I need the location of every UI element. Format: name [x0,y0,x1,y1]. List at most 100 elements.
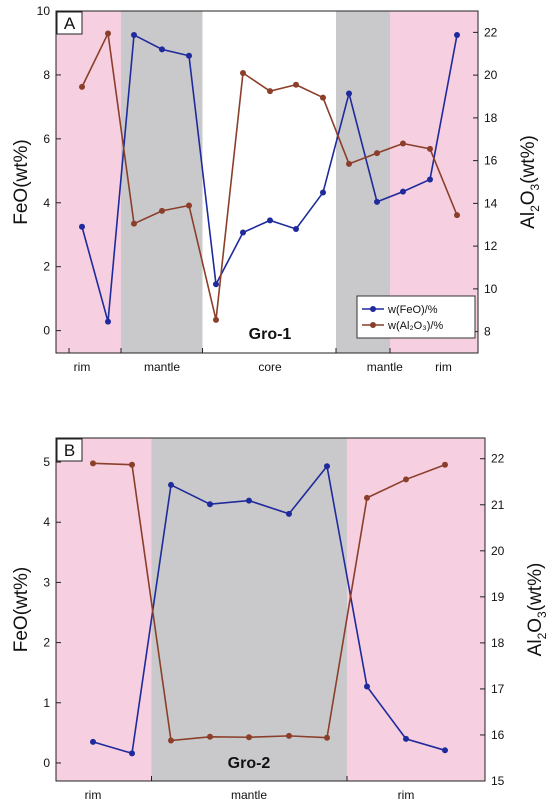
data-point-al2o3 [186,202,192,209]
data-point-al2o3 [267,88,273,95]
left-tick-label: 0 [43,324,50,338]
data-point-feo [129,750,135,757]
zone-label-rim: rim [435,360,452,374]
right-axis-title-part: O [525,618,546,633]
right-axis-title-part: 2 [535,632,549,639]
data-point-al2o3 [324,734,330,741]
data-point-feo [105,318,111,325]
data-point-al2o3 [454,212,460,219]
right-axis-title-part: Al [525,639,546,656]
plot-frame [55,437,486,782]
data-point-al2o3 [105,30,111,37]
data-point-feo [131,31,137,38]
data-point-feo [159,46,165,53]
data-point-feo [400,188,406,195]
data-point-feo [374,198,380,205]
data-point-feo [213,281,219,288]
zone-label-mantle: mantle [367,360,403,374]
data-point-al2o3 [403,476,409,483]
left-tick-label: 8 [43,68,50,82]
data-point-al2o3 [346,160,352,167]
data-point-feo [364,683,370,690]
data-point-al2o3 [400,140,406,147]
right-axis-title-part: (wt%) [525,563,546,612]
data-point-feo [293,225,299,232]
sample-name: Gro-1 [249,326,292,343]
right-tick-label: 16 [491,728,505,742]
panel-letter-box [56,438,83,462]
left-tick-label: 2 [43,260,50,274]
right-tick-label: 22 [491,452,505,466]
zone-label-rim: rim [74,360,91,374]
legend-swatch-marker [370,322,376,328]
legend-swatch-marker [370,306,376,312]
right-tick-label: 20 [491,544,505,558]
sample-name: Gro-2 [228,755,271,772]
data-point-al2o3 [131,220,137,227]
series-line-al2o3 [92,462,446,742]
right-tick-label: 16 [484,154,498,168]
right-axis-title-part: 3 [528,183,542,190]
legend-box [356,295,476,339]
zone-label-mantle: mantle [231,788,267,802]
zone-rim-band [69,11,121,353]
data-point-feo [168,481,174,488]
zone-label-rim: rim [398,788,415,802]
zone-mantle-band [121,11,203,353]
data-point-al2o3 [159,207,165,214]
data-point-feo [79,223,85,230]
data-point-al2o3 [168,737,174,744]
left-tick-label: 3 [43,575,50,589]
panel-letter: B [64,441,75,460]
data-point-al2o3 [364,494,370,501]
right-axis-title-part: 2 [528,205,542,212]
left-tick-label: 5 [43,455,50,469]
right-axis-title: Al2O3(wt%) [525,563,549,657]
right-tick-label: 17 [491,682,505,696]
right-tick-label: 10 [484,282,498,296]
right-tick-label: 15 [491,774,505,788]
data-point-al2o3 [246,734,252,741]
data-point-feo [90,738,96,745]
legend-label: w(FeO)/% [387,304,438,316]
data-point-al2o3 [293,81,299,88]
right-tick-label: 22 [484,25,498,39]
data-point-al2o3 [90,460,96,467]
panel-b: 0 1 2 3 4 5 15 16 17 18 19 20 21 22 rim mantle rim FeO(wt… [11,437,549,802]
zone-label-mantle: mantle [144,360,180,374]
right-axis-title-part: 3 [535,611,549,618]
left-tick-label: 2 [43,636,50,650]
data-point-feo [186,52,192,59]
right-axis-title-part: (wt%) [518,135,539,184]
data-point-feo [454,31,460,38]
data-point-al2o3 [442,461,448,468]
right-tick-label: 21 [491,498,505,512]
panel-letter: A [64,14,76,33]
data-point-feo [320,189,326,196]
data-point-al2o3 [320,94,326,101]
data-point-feo [286,510,292,517]
right-axis-title-part: O [518,190,539,205]
data-point-al2o3 [374,150,380,157]
data-point-feo [403,735,409,742]
data-point-al2o3 [129,461,135,468]
left-tick-label: 1 [43,696,50,710]
right-axis-title-part: Al [518,212,539,229]
plot-frame [55,10,479,354]
right-tick-label: 8 [484,325,491,339]
zone-mantle-band [151,438,347,781]
data-point-feo [207,501,213,508]
data-point-al2o3 [207,733,213,740]
zone-core-band [202,11,336,353]
left-tick-label: 6 [43,132,50,146]
data-point-feo [267,217,273,224]
left-tick-label: 10 [37,4,51,18]
data-point-al2o3 [240,69,246,76]
zone-label-rim: rim [85,788,102,802]
zone-label-core: core [258,360,282,374]
zone-rim-band [56,11,69,353]
right-tick-label: 19 [491,590,505,604]
right-tick-label: 12 [484,239,498,253]
panel-letter-box [56,11,83,35]
